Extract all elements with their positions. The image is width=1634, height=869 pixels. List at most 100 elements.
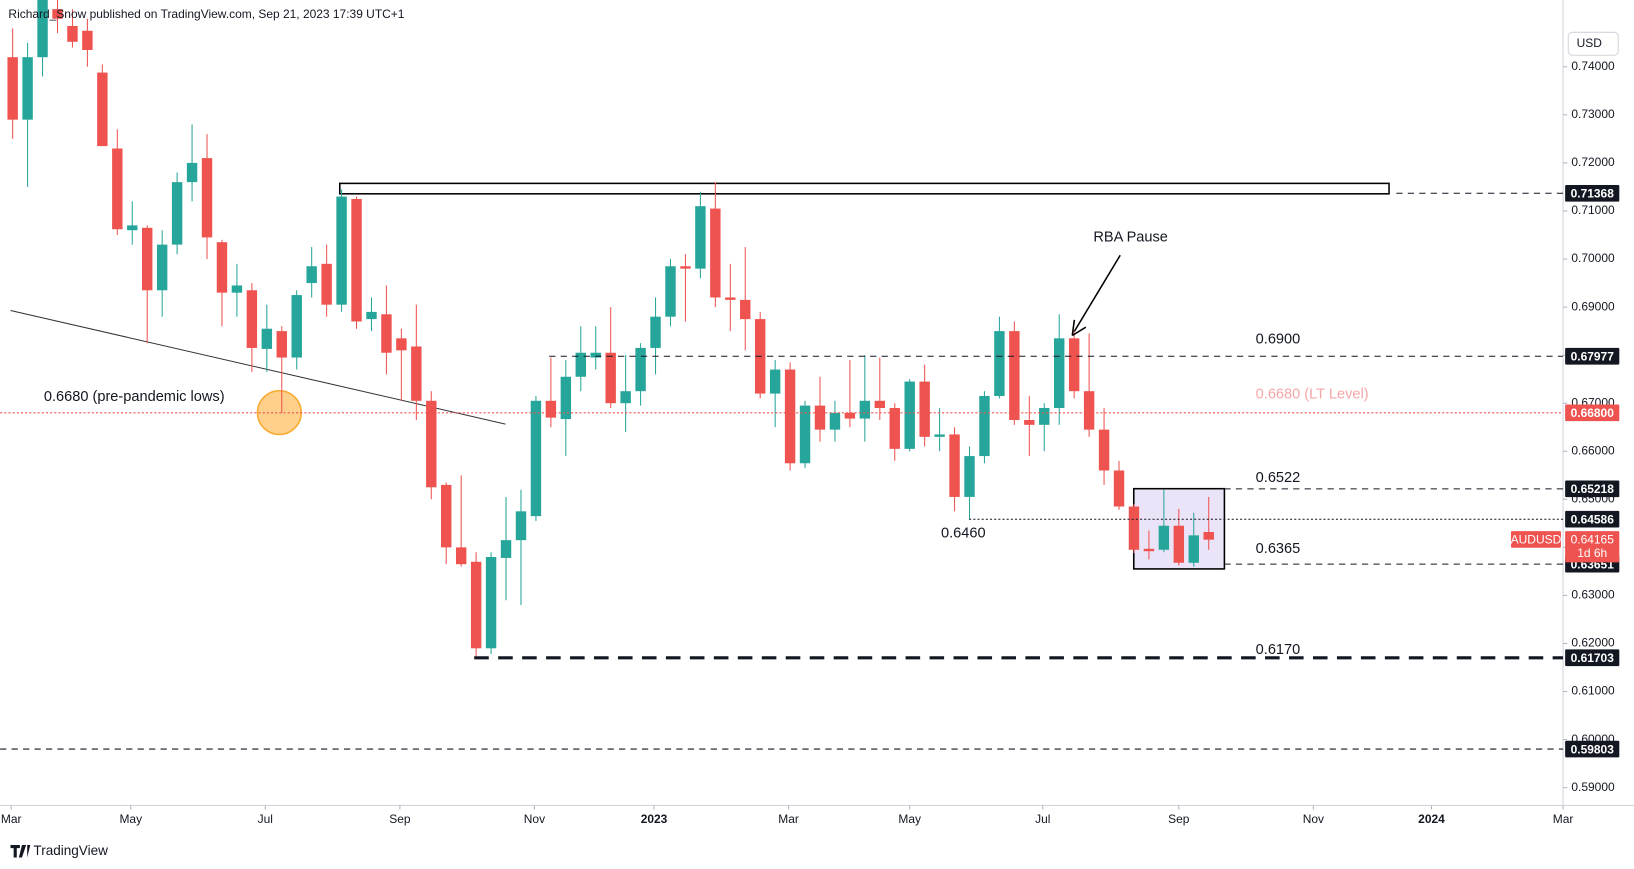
last-price-label: 0.64165 (1571, 533, 1615, 547)
symbol-tag (1510, 531, 1561, 548)
price-tag (1565, 649, 1620, 667)
x-tick-label: 2024 (1418, 812, 1445, 826)
candle-body (500, 540, 512, 558)
annotation: 0.6900 (1256, 332, 1301, 348)
x-tick-label: 2023 (641, 812, 668, 826)
x-tick-label: Sep (1168, 812, 1190, 826)
footer-brand: TradingView (33, 843, 108, 858)
x-tick-label: Nov (1303, 812, 1324, 826)
annotation: 0.6522 (1256, 470, 1301, 486)
candle-body (665, 266, 676, 317)
candle-body (246, 290, 258, 348)
resistance-zone (338, 182, 1390, 195)
candle-body (171, 182, 183, 245)
price-tag-label: 0.67977 (1571, 349, 1615, 363)
candle-body (37, 0, 48, 58)
candle-body (1188, 535, 1199, 563)
candle-body (590, 352, 601, 358)
candle-body (411, 346, 422, 401)
y-tick-label: 0.71000 (1571, 203, 1615, 217)
price-tag (1565, 404, 1620, 422)
candle-body (964, 456, 975, 497)
candle-body (426, 400, 437, 488)
x-tick-label: May (898, 812, 921, 826)
candle-body (844, 412, 856, 419)
candle-body (859, 400, 871, 419)
currency-button[interactable] (1567, 31, 1619, 56)
candle-body (306, 266, 317, 284)
candle-body (889, 408, 900, 449)
candle-body (276, 331, 287, 358)
y-tick-label: 0.63000 (1571, 588, 1615, 602)
annotation: 0.6680 (LT Level) (1256, 387, 1369, 403)
x-tick-label: May (119, 812, 142, 826)
candle-body (112, 148, 123, 230)
candle-body (1009, 331, 1020, 421)
candle-body (52, 9, 63, 19)
candle-body (97, 72, 108, 147)
logo-icon (10, 845, 31, 858)
publisher-header: Richard_Snow published on TradingView.co… (8, 7, 404, 21)
candle-body (934, 434, 945, 437)
x-tick-label: Sep (389, 812, 411, 826)
x-tick-label: Jul (1035, 812, 1050, 826)
y-tick-label: 0.72000 (1571, 155, 1615, 169)
candle-body (1098, 429, 1110, 471)
arrow (1071, 254, 1121, 337)
candle-body (22, 57, 33, 120)
candle-body (710, 208, 721, 298)
candle-body (650, 316, 661, 348)
candle-body (740, 299, 751, 320)
candle-body (769, 369, 781, 394)
candle-body (1203, 531, 1214, 540)
candle-body (1173, 525, 1185, 563)
candle-body (261, 328, 273, 349)
candle-body (455, 547, 467, 565)
last-price-tag (1565, 531, 1620, 563)
candle-body (680, 266, 691, 269)
candle-body (904, 381, 915, 449)
price-tag-label: 0.71368 (1571, 187, 1615, 201)
annotation: 0.6365 (1256, 541, 1301, 557)
currency-label[interactable]: USD (1577, 36, 1603, 50)
candle-body (695, 206, 706, 269)
candle-body (351, 198, 362, 322)
candle-body (1143, 548, 1155, 552)
price-tag-label: 0.64586 (1571, 512, 1615, 526)
trend-line (10, 309, 506, 425)
candle-body (1128, 506, 1140, 550)
candle-body (366, 311, 377, 320)
y-tick-label: 0.74000 (1571, 59, 1615, 73)
candle-body (7, 57, 18, 120)
y-tick-label: 0.66000 (1571, 443, 1615, 457)
candle-body (799, 405, 811, 464)
price-tag (1565, 184, 1620, 202)
x-tick-label: Jul (258, 812, 273, 826)
candle-body (156, 244, 168, 291)
candle-body (1113, 470, 1125, 507)
candle-body (1068, 338, 1080, 392)
candle-body (336, 196, 347, 305)
candle-body (575, 352, 586, 377)
candle-body (949, 434, 960, 497)
candle-body (1024, 420, 1035, 425)
candle-body (725, 297, 736, 300)
annotation: 0.6170 (1256, 642, 1301, 658)
annotation: 0.6680 (pre-pandemic lows) (44, 389, 225, 405)
candle-body (67, 25, 78, 42)
candle-body (381, 314, 392, 353)
arrow-head (1071, 319, 1087, 337)
candle-body (201, 158, 213, 238)
candle-body (1053, 338, 1065, 409)
price-tag-label: 0.65218 (1571, 482, 1615, 496)
x-tick-label: Mar (1553, 812, 1574, 826)
candle-body (560, 376, 572, 420)
price-tag (1565, 740, 1620, 758)
candle-body (82, 30, 93, 50)
candle-body (829, 412, 841, 430)
annotation: 0.6460 (941, 525, 986, 541)
y-tick-label: 0.70000 (1571, 251, 1615, 265)
